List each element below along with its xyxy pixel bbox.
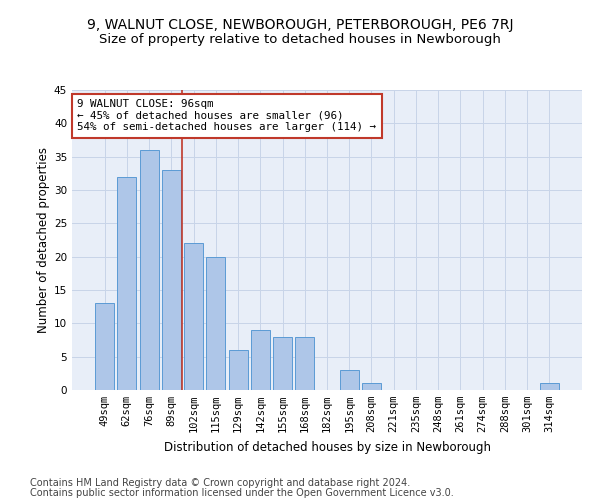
Text: 9, WALNUT CLOSE, NEWBOROUGH, PETERBOROUGH, PE6 7RJ: 9, WALNUT CLOSE, NEWBOROUGH, PETERBOROUG… xyxy=(87,18,513,32)
Bar xyxy=(273,336,292,390)
Bar xyxy=(118,176,136,390)
Bar xyxy=(206,256,225,390)
Bar xyxy=(95,304,114,390)
Text: 9 WALNUT CLOSE: 96sqm
← 45% of detached houses are smaller (96)
54% of semi-deta: 9 WALNUT CLOSE: 96sqm ← 45% of detached … xyxy=(77,99,376,132)
Bar xyxy=(140,150,158,390)
Bar xyxy=(340,370,359,390)
X-axis label: Distribution of detached houses by size in Newborough: Distribution of detached houses by size … xyxy=(163,440,491,454)
Text: Contains public sector information licensed under the Open Government Licence v3: Contains public sector information licen… xyxy=(30,488,454,498)
Bar xyxy=(540,384,559,390)
Bar xyxy=(251,330,270,390)
Bar xyxy=(295,336,314,390)
Y-axis label: Number of detached properties: Number of detached properties xyxy=(37,147,50,333)
Bar xyxy=(162,170,181,390)
Text: Size of property relative to detached houses in Newborough: Size of property relative to detached ho… xyxy=(99,32,501,46)
Bar xyxy=(229,350,248,390)
Bar xyxy=(184,244,203,390)
Text: Contains HM Land Registry data © Crown copyright and database right 2024.: Contains HM Land Registry data © Crown c… xyxy=(30,478,410,488)
Bar xyxy=(362,384,381,390)
